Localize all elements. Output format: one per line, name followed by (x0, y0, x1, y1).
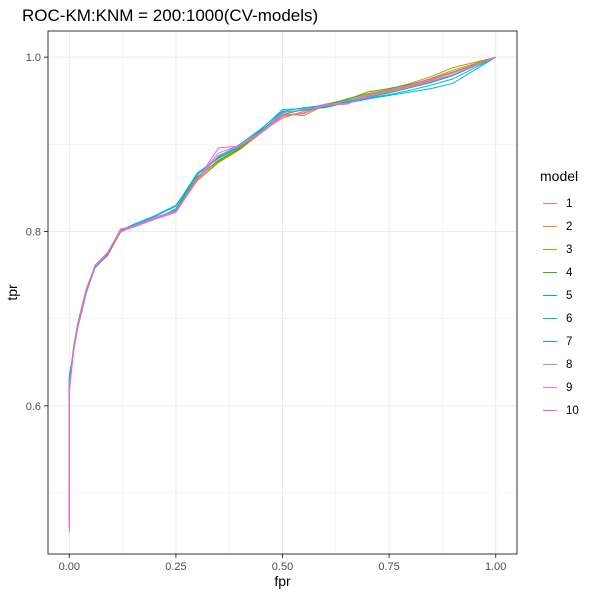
grid-lines (48, 31, 517, 554)
legend-item: 9 (540, 376, 579, 399)
series-line-9 (68, 56, 496, 528)
legend-label: 2 (566, 220, 573, 233)
legend-item: 1 (540, 192, 579, 215)
legend-label: 5 (566, 289, 573, 302)
legend-item: 3 (540, 238, 579, 261)
legend-key (543, 249, 557, 250)
legend-label: 8 (566, 358, 573, 371)
legend-item: 6 (540, 307, 579, 330)
legend-key (543, 410, 557, 411)
legend: model 1 2 3 4 5 6 7 8 9 10 (540, 168, 579, 422)
x-tick-label: 0.25 (165, 561, 186, 573)
legend-key (543, 318, 557, 319)
legend-item: 10 (540, 399, 579, 422)
x-tick-label: 0.00 (59, 561, 80, 573)
legend-item: 2 (540, 215, 579, 238)
x-axis-title: fpr (274, 573, 291, 589)
x-tick-label: 1.00 (485, 561, 506, 573)
series-lines (68, 56, 496, 533)
chart-title: ROC-KM:KNM = 200:1000(CV-models) (22, 6, 319, 25)
series-line-10 (68, 56, 496, 533)
legend-key (543, 272, 557, 273)
legend-key (543, 295, 557, 296)
legend-label: 7 (566, 335, 573, 348)
legend-item: 8 (540, 353, 579, 376)
y-tick-label: 1.0 (26, 52, 41, 64)
legend-label: 6 (566, 312, 573, 325)
legend-key (543, 226, 557, 227)
legend-label: 1 (566, 197, 573, 210)
legend-key (543, 341, 557, 342)
legend-items: 1 2 3 4 5 6 7 8 9 10 (540, 192, 579, 422)
legend-label: 3 (566, 243, 573, 256)
x-tick-label: 0.50 (272, 561, 293, 573)
legend-label: 10 (566, 404, 579, 417)
legend-label: 4 (566, 266, 573, 279)
legend-label: 9 (566, 381, 573, 394)
axis-ticks: 0.00 0.25 0.50 0.75 1.00 0.6 0.8 1.0 (26, 52, 507, 573)
legend-title: model (540, 168, 579, 184)
legend-key (543, 203, 557, 204)
legend-key (543, 387, 557, 388)
y-tick-label: 0.6 (26, 401, 41, 413)
y-axis-title: tpr (4, 284, 20, 301)
legend-key (543, 364, 557, 365)
legend-item: 7 (540, 330, 579, 353)
y-tick-label: 0.8 (26, 226, 41, 238)
legend-item: 4 (540, 261, 579, 284)
x-tick-label: 0.75 (378, 561, 399, 573)
legend-item: 5 (540, 284, 579, 307)
